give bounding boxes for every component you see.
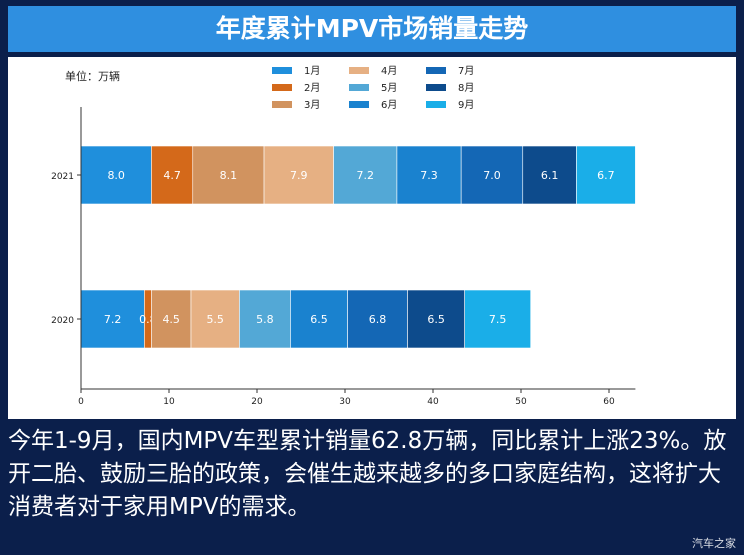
data-label-2020-5月: 5.8 (256, 313, 274, 326)
legend-swatch-3 (272, 101, 292, 108)
legend-label-1: 1月 (304, 65, 320, 77)
legend-swatch-2 (272, 84, 292, 91)
legend-label-6: 6月 (381, 99, 397, 111)
legend-label-9: 9月 (458, 99, 474, 111)
bar-2020-6月 (290, 289, 348, 349)
data-label-2021-4月: 7.9 (290, 169, 308, 182)
data-label-2020-4月: 5.5 (206, 313, 224, 326)
bar-2021-6月 (396, 145, 462, 205)
legend-label-8: 8月 (458, 82, 474, 94)
data-label-2020-7月: 6.8 (369, 313, 387, 326)
bar-2021-8月 (522, 145, 577, 205)
data-label-2020-6月: 6.5 (310, 313, 328, 326)
data-label-2021-6月: 7.3 (420, 169, 438, 182)
legend-swatch-4 (349, 67, 369, 74)
legend-swatch-9 (426, 101, 446, 108)
legend-swatch-6 (349, 101, 369, 108)
data-label-2021-5月: 7.2 (356, 169, 374, 182)
legend-label-4: 4月 (381, 65, 397, 77)
unit-label: 单位：万辆 (65, 69, 120, 83)
y-tick-label-2020: 2020 (51, 316, 74, 326)
caption-text: 今年1-9月，国内MPV车型累计销量62.8万辆，同比累计上涨23%。放开二胎、… (8, 428, 727, 520)
data-label-2021-9月: 6.7 (597, 169, 615, 182)
legend-label-3: 3月 (304, 99, 320, 111)
bar-2020-3月 (151, 289, 192, 349)
bar-2021-5月 (333, 145, 398, 205)
watermark-text: 汽车之家 (692, 537, 736, 550)
x-tick-label-20: 20 (251, 397, 263, 407)
bar-2020-8月 (407, 289, 465, 349)
data-label-2020-3月: 4.5 (162, 313, 180, 326)
bar-2021-3月 (192, 145, 265, 205)
bar-2020-7月 (347, 289, 408, 349)
legend-label-7: 7月 (458, 65, 474, 77)
bar-2021-7月 (460, 145, 524, 205)
legend-swatch-1 (272, 67, 292, 74)
legend-swatch-7 (426, 67, 446, 74)
x-tick-label-60: 60 (603, 397, 615, 407)
bars: 8.0 4.7 8.1 7.9 7.2 7.3 7.0 6.1 6.77.2 0.8 4.5 5.5 5… (80, 145, 636, 349)
axes: 2021 2020 0 10 20 30 40 50 60 (51, 107, 636, 407)
chart-panel: 单位：万辆 1月 2月 3月 4月 5月 6月 7月 8月 9月 8.0 4.7 8.1 7.9 7.2… (8, 57, 736, 419)
stacked-bar-chart: 单位：万辆 1月 2月 3月 4月 5月 6月 7月 8月 9月 8.0 4.7 8.1 7.9 7.2… (51, 65, 636, 407)
caption: 今年1-9月，国内MPV车型累计销量62.8万辆，同比累计上涨23%。放开二胎、… (8, 425, 736, 524)
x-tick-label-10: 10 (163, 397, 175, 407)
legend-swatch-5 (349, 84, 369, 91)
watermark: 汽车之家 (692, 535, 736, 551)
bar-2020-4月 (190, 289, 240, 349)
data-label-2020-9月: 7.5 (489, 313, 507, 326)
data-label-2020-1月: 7.2 (104, 313, 122, 326)
x-tick-label-40: 40 (427, 397, 439, 407)
bar-2021-4月 (263, 145, 334, 205)
page-title: 年度累计MPV市场销量走势 (215, 14, 529, 43)
legend-label-5: 5月 (381, 82, 397, 94)
x-tick-label-0: 0 (78, 397, 84, 407)
legend-label-2: 2月 (304, 82, 320, 94)
data-label-2021-1月: 8.0 (107, 169, 125, 182)
data-label-2021-8月: 6.1 (541, 169, 559, 182)
data-label-2021-7月: 7.0 (483, 169, 501, 182)
bar-2021-9月 (576, 145, 636, 205)
x-tick-label-50: 50 (515, 397, 527, 407)
data-label-2021-2月: 4.7 (163, 169, 181, 182)
bar-2021-1月 (80, 145, 152, 205)
bar-2020-1月 (80, 289, 145, 349)
bar-2020-5月 (239, 289, 291, 349)
legend-swatch-8 (426, 84, 446, 91)
chart-title-banner: 年度累计MPV市场销量走势 (8, 6, 736, 52)
legend: 1月 2月 3月 4月 5月 6月 7月 8月 9月 (272, 65, 474, 111)
bar-2020-9月 (464, 289, 531, 349)
bar-2021-2月 (151, 145, 194, 205)
data-label-2020-8月: 6.5 (427, 313, 445, 326)
x-tick-label-30: 30 (339, 397, 351, 407)
data-label-2021-3月: 8.1 (220, 169, 238, 182)
y-tick-label-2021: 2021 (51, 172, 74, 182)
